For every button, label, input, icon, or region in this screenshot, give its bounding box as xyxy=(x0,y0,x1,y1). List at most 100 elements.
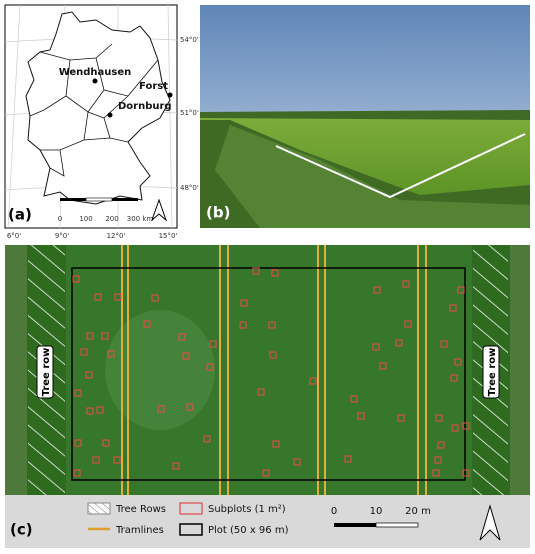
subplot xyxy=(114,293,122,301)
scale-label: 20 m xyxy=(405,506,431,517)
subplot xyxy=(372,343,380,351)
subplot xyxy=(94,293,102,301)
subplot xyxy=(178,333,186,341)
site-label: Forst xyxy=(139,81,168,92)
subplot xyxy=(269,351,277,359)
subplot xyxy=(373,286,381,294)
scale-label: 10 xyxy=(370,506,383,517)
north-arrow xyxy=(150,198,168,222)
germany-outline xyxy=(25,11,171,205)
scale-bar: 0 100 200 300 km xyxy=(58,197,153,223)
subplots xyxy=(72,267,470,477)
subplot xyxy=(186,403,194,411)
site-label: Wendhausen xyxy=(59,67,132,78)
scale-label: 0 xyxy=(58,215,62,223)
field-edge xyxy=(5,245,27,495)
site-dot xyxy=(92,78,98,84)
site-dot xyxy=(167,92,173,98)
subplot xyxy=(309,377,317,385)
subplot xyxy=(462,422,470,430)
subplot xyxy=(451,424,459,432)
subplot xyxy=(143,320,151,328)
subplot xyxy=(395,339,403,347)
subplot xyxy=(151,294,159,302)
subplot xyxy=(101,332,109,340)
lon-label: 15°0' xyxy=(159,232,178,240)
aerial-panel: Tree row Tree row xyxy=(5,245,530,495)
subplot xyxy=(350,395,358,403)
panel-label: (c) xyxy=(10,521,33,539)
subplot xyxy=(157,405,165,413)
lat-label: 48°0' xyxy=(180,184,199,192)
photo-panel: (b) xyxy=(200,5,530,228)
subplot xyxy=(434,456,442,464)
panel-label: (a) xyxy=(8,206,32,224)
legend-swatch xyxy=(179,523,203,536)
subplot xyxy=(432,469,440,477)
lon-label: 12°0' xyxy=(107,232,126,240)
subplot xyxy=(85,371,93,379)
site-label: Dornburg xyxy=(118,101,172,112)
subplot xyxy=(80,348,88,356)
subplot xyxy=(107,350,115,358)
scale-bar: 0 10 20 m xyxy=(331,506,431,528)
subplot xyxy=(449,304,457,312)
tree-row-text: Tree row xyxy=(487,348,498,397)
subplot xyxy=(74,389,82,397)
subplot xyxy=(86,332,94,340)
plot-boundary xyxy=(71,267,466,481)
legend-label: Tramlines xyxy=(115,525,164,536)
tree-row-label: Tree row xyxy=(36,345,54,399)
subplot xyxy=(206,363,214,371)
subplot xyxy=(357,412,365,420)
lat-label: 51°0' xyxy=(180,109,199,117)
subplot xyxy=(462,469,470,477)
subplot xyxy=(440,340,448,348)
lat-label: 54°0' xyxy=(180,36,199,44)
subplot xyxy=(102,439,110,447)
legend-swatch xyxy=(87,502,111,515)
subplot xyxy=(272,440,280,448)
plot-outline xyxy=(275,133,526,199)
subplot xyxy=(92,456,100,464)
subplot xyxy=(209,340,217,348)
site-dot xyxy=(107,112,113,118)
subplot xyxy=(257,388,265,396)
subplot xyxy=(72,275,80,283)
subplot xyxy=(379,362,387,370)
subplot xyxy=(293,458,301,466)
subplot xyxy=(252,267,260,275)
legend-label: Subplots (1 m²) xyxy=(208,504,286,515)
subplot xyxy=(402,280,410,288)
tree-row-label: Tree row xyxy=(482,345,500,399)
legend: (c) Tree Rows Subplots (1 m²) Tramlines … xyxy=(5,495,530,548)
lon-label: 9°0' xyxy=(55,232,69,240)
subplot xyxy=(96,406,104,414)
subplot xyxy=(450,374,458,382)
subplot xyxy=(240,299,248,307)
subplot xyxy=(344,455,352,463)
subplot xyxy=(74,439,82,447)
crop-patch xyxy=(105,310,215,430)
subplot xyxy=(203,435,211,443)
subplot xyxy=(113,456,121,464)
subplot xyxy=(268,321,276,329)
north-arrow xyxy=(479,504,501,541)
panel-label: (b) xyxy=(206,204,230,222)
tramlines xyxy=(121,245,427,495)
subplot xyxy=(271,269,279,277)
legend-background xyxy=(5,495,530,548)
legend-label: Tree Rows xyxy=(115,504,166,515)
subplot xyxy=(73,469,81,477)
scale-label: 100 xyxy=(79,215,92,223)
state-borders xyxy=(29,43,159,177)
legend-label: Plot (50 x 96 m) xyxy=(208,525,289,536)
subplot xyxy=(239,321,247,329)
subplot xyxy=(435,414,443,422)
subplot xyxy=(437,441,445,449)
legend-swatch xyxy=(179,502,203,515)
subplot xyxy=(404,320,412,328)
subplot xyxy=(172,462,180,470)
subplot xyxy=(457,286,465,294)
